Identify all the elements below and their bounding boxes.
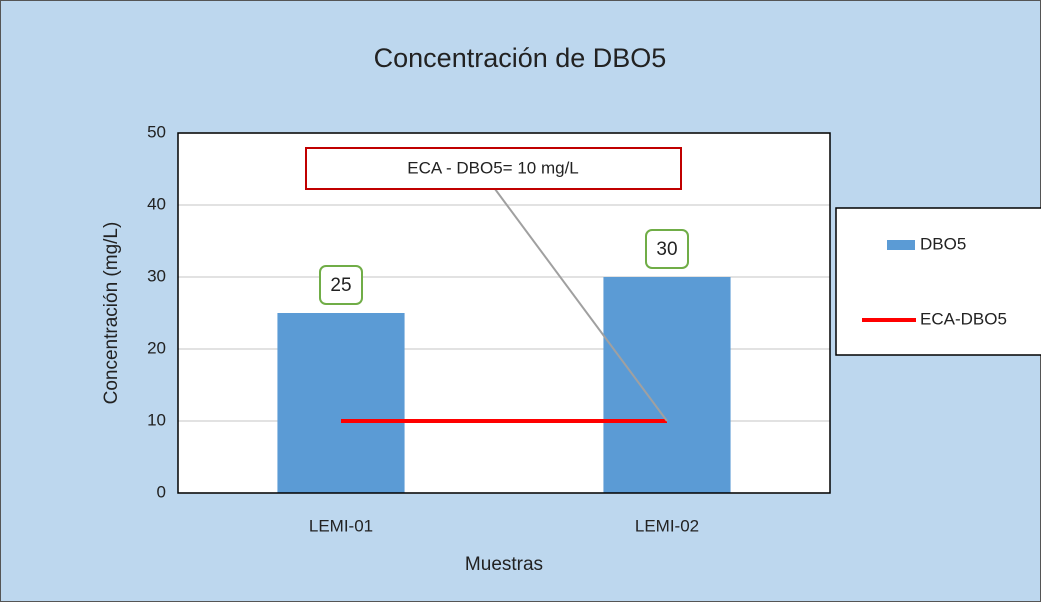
bar [277, 313, 405, 493]
y-tick-label: 50 [147, 122, 166, 141]
data-label-box [319, 265, 363, 305]
y-tick-label: 0 [157, 482, 166, 501]
annotation-leader [494, 188, 668, 422]
bar [603, 277, 731, 493]
annotation-box [305, 147, 682, 190]
x-axis-label: Muestras [465, 554, 543, 575]
data-label: 25 [330, 275, 351, 296]
legend-label: DBO5 [920, 234, 966, 253]
y-tick-label: 20 [147, 338, 166, 357]
plot-border [177, 132, 831, 494]
legend-swatch [887, 240, 915, 250]
y-tick-label: 40 [147, 194, 166, 213]
data-label: 30 [656, 239, 677, 260]
y-tick-label: 10 [147, 410, 166, 429]
y-tick-label: 30 [147, 266, 166, 285]
legend: DBO5 ECA-DBO5 [835, 207, 1041, 356]
marks [277, 277, 731, 493]
chart-title: Concentración de DBO5 [374, 43, 667, 73]
x-tick-label: LEMI-01 [309, 516, 373, 535]
data-label-box [645, 229, 689, 269]
x-tick-label: LEMI-02 [635, 516, 699, 535]
y-axis-label: Concentración (mg/L) [101, 222, 122, 405]
annotation: ECA - DBO5= 10 mg/L [407, 158, 579, 177]
legend-label: ECA-DBO5 [920, 309, 1007, 328]
legend-box [835, 207, 1041, 356]
